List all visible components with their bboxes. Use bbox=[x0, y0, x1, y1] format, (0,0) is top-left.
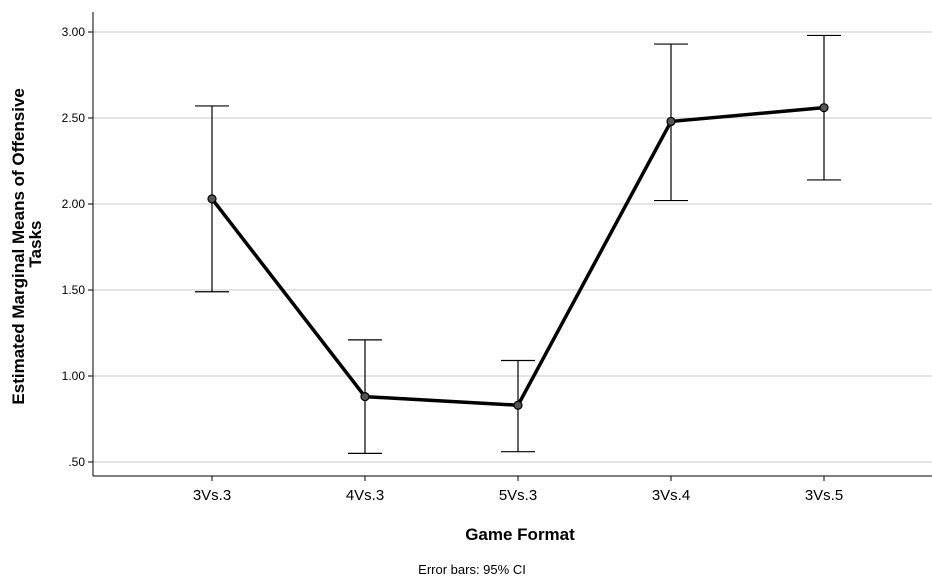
x-tick-label: 4Vs.3 bbox=[346, 487, 384, 504]
y-tick-label: 1.00 bbox=[62, 369, 86, 383]
y-tick-label: 1.50 bbox=[62, 283, 86, 297]
data-point bbox=[666, 116, 676, 127]
x-axis-title: Game Format bbox=[465, 525, 575, 544]
data-point bbox=[360, 392, 370, 402]
x-tick-label: 3Vs.4 bbox=[652, 487, 690, 504]
error-bars bbox=[195, 34, 841, 454]
y-tick-label: 3.00 bbox=[62, 25, 86, 39]
x-ticks: 3Vs.3 4Vs.3 5Vs.3 3Vs.4 3Vs.5 bbox=[193, 476, 843, 504]
data-point bbox=[207, 194, 217, 204]
x-tick-label: 5Vs.3 bbox=[499, 487, 537, 504]
y-tick-label: .50 bbox=[68, 455, 85, 469]
y-tick-label: 2.00 bbox=[62, 197, 86, 211]
data-point bbox=[819, 103, 829, 113]
data-points bbox=[207, 103, 829, 410]
axes bbox=[92, 12, 932, 477]
y-axis-title-line-1: Estimated Marginal Means of Offensive bbox=[9, 88, 28, 404]
data-point bbox=[513, 400, 523, 410]
gridlines bbox=[93, 31, 932, 463]
x-tick-label: 3Vs.3 bbox=[193, 487, 231, 504]
y-ticks: .50 1.00 1.50 2.00 2.50 3.00 bbox=[62, 25, 93, 469]
footnote: Error bars: 95% CI bbox=[418, 562, 526, 577]
x-tick-label: 3Vs.5 bbox=[805, 487, 843, 504]
y-tick-label: 2.50 bbox=[62, 111, 86, 125]
y-axis-title-line-2: Tasks bbox=[26, 221, 45, 268]
y-axis-title: Estimated Marginal Means of Offensive Ta… bbox=[9, 83, 45, 404]
